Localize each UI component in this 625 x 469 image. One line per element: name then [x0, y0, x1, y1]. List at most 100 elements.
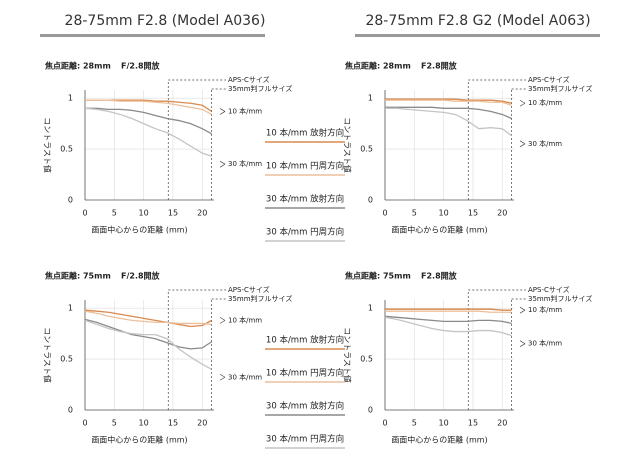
- x-tick-label: 10: [139, 209, 149, 218]
- series-line: [385, 310, 512, 313]
- y-tick-label: 1: [368, 94, 373, 103]
- marker-label: APS-Cサイズ: [528, 285, 570, 294]
- x-tick-label: 15: [168, 419, 178, 428]
- marker-label: 35mm判フルサイズ: [228, 294, 292, 303]
- y-tick-label: 1: [68, 304, 73, 313]
- header-rule: [40, 34, 265, 37]
- x-tick-label: 15: [168, 209, 178, 218]
- series-line: [385, 98, 512, 104]
- annotation: 30 本/mm: [228, 372, 262, 381]
- annotation-arrow: [219, 373, 226, 378]
- series-line: [384, 316, 512, 337]
- annotation: 10 本/mm: [528, 305, 562, 314]
- x-tick-label: 0: [82, 419, 87, 428]
- y-axis-label: コントラスト値: [343, 117, 353, 173]
- subtitle: 焦点距離: 28mm: [344, 61, 411, 71]
- x-tick-label: 0: [82, 209, 87, 218]
- series-line: [385, 106, 512, 120]
- x-tick-label: 5: [412, 209, 417, 218]
- annotation: 30 本/mm: [528, 139, 562, 148]
- annotation-arrow: [219, 108, 226, 112]
- x-axis-label: 画面中心からの距離 (mm): [91, 435, 187, 445]
- x-tick-label: 10: [439, 209, 449, 218]
- header-rule: [355, 34, 600, 37]
- annotation-arrow: [219, 163, 226, 168]
- y-tick-label: 0.5: [360, 355, 373, 364]
- marker-label: APS-Cサイズ: [228, 285, 270, 294]
- series-line: [84, 309, 212, 328]
- annotation: 10 本/mm: [228, 315, 262, 324]
- annotation-arrow: [219, 317, 226, 321]
- legend-label: 10 本/mm 円周方向: [266, 368, 344, 379]
- marker-label: APS-Cサイズ: [528, 75, 570, 84]
- x-tick-label: 15: [468, 209, 478, 218]
- x-tick-label: 15: [468, 419, 478, 428]
- annotation: 30 本/mm: [228, 159, 262, 168]
- series-line: [384, 315, 512, 325]
- aperture: F2.8開放: [421, 61, 458, 71]
- x-tick-label: 5: [112, 419, 117, 428]
- y-tick-label: 0: [68, 406, 73, 415]
- y-tick-label: 0: [368, 196, 373, 205]
- header: 28-75mm F2.8 (Model A036): [65, 13, 266, 29]
- annotation-arrow: [219, 160, 226, 165]
- y-tick-label: 0.5: [360, 145, 373, 154]
- legend-label: 30 本/mm 放射方向: [266, 194, 344, 205]
- y-axis-label: コントラスト値: [343, 327, 353, 383]
- aperture: F2.8開放: [421, 271, 458, 281]
- y-axis-label: コントラスト値: [43, 117, 53, 173]
- series-line: [385, 308, 512, 311]
- subtitle: 焦点距離: 75mm: [44, 271, 111, 281]
- y-tick-label: 0: [368, 406, 373, 415]
- header: 28-75mm F2.8 G2 (Model A063): [365, 13, 590, 29]
- x-tick-label: 20: [497, 419, 507, 428]
- aperture: F/2.8開放: [121, 271, 161, 281]
- annotation-arrow: [519, 343, 526, 347]
- y-axis-label: コントラスト値: [43, 327, 53, 383]
- aperture: F/2.8開放: [121, 61, 161, 71]
- legend-label: 10 本/mm 円周方向: [266, 161, 344, 172]
- x-tick-label: 0: [382, 419, 387, 428]
- x-tick-label: 20: [497, 209, 507, 218]
- annotation: 10 本/mm: [228, 106, 262, 115]
- x-tick-label: 5: [412, 419, 417, 428]
- y-tick-label: 0.5: [60, 145, 73, 154]
- series-line: [85, 99, 212, 116]
- subtitle: 焦点距離: 28mm: [44, 61, 111, 71]
- marker-label: 35mm判フルサイズ: [528, 294, 592, 303]
- y-tick-label: 0.5: [60, 355, 73, 364]
- x-tick-label: 5: [112, 209, 117, 218]
- marker-label: 35mm判フルサイズ: [528, 84, 592, 93]
- marker-label: 35mm判フルサイズ: [228, 84, 292, 93]
- annotation-arrow: [219, 320, 226, 324]
- annotation: 10 本/mm: [528, 98, 562, 107]
- x-tick-label: 20: [197, 209, 207, 218]
- legend-label: 10 本/mm 放射方向: [266, 335, 344, 346]
- annotation-arrow: [519, 143, 526, 148]
- annotation-arrow: [519, 306, 526, 311]
- marker-label: APS-Cサイズ: [228, 75, 270, 84]
- x-tick-label: 20: [197, 419, 207, 428]
- x-axis-label: 画面中心からの距離 (mm): [91, 225, 187, 235]
- y-tick-label: 1: [368, 304, 373, 313]
- annotation-arrow: [519, 102, 526, 107]
- series-line: [385, 99, 512, 106]
- annotation-arrow: [519, 309, 526, 314]
- x-tick-label: 0: [382, 209, 387, 218]
- annotation-arrow: [219, 111, 226, 115]
- y-tick-label: 0: [68, 196, 73, 205]
- series-line: [84, 310, 212, 326]
- series-line: [84, 107, 212, 157]
- x-tick-label: 10: [439, 419, 449, 428]
- series-line: [84, 319, 212, 370]
- annotation: 30 本/mm: [528, 339, 562, 348]
- series-line: [385, 107, 513, 137]
- legend-label: 30 本/mm 円周方向: [266, 434, 344, 445]
- annotation-arrow: [219, 376, 226, 381]
- subtitle: 焦点距離: 75mm: [344, 271, 411, 281]
- annotation-arrow: [519, 140, 526, 145]
- series-line: [84, 318, 213, 350]
- series-line: [85, 107, 212, 135]
- x-axis-label: 画面中心からの距離 (mm): [391, 435, 487, 445]
- annotation-arrow: [519, 340, 526, 344]
